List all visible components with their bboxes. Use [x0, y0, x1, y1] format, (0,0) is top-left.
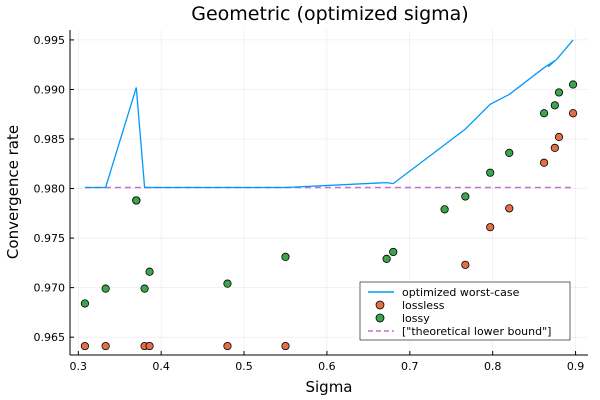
lossless-point: [486, 223, 495, 232]
lossless-point: [80, 341, 90, 351]
x-tick-label: 0.9: [567, 360, 585, 373]
series-layer: [80, 39, 578, 351]
lossless-point: [505, 204, 514, 213]
lossless-point: [539, 158, 549, 167]
lossy-point: [539, 109, 549, 118]
lossy-point: [140, 284, 149, 293]
x-axis-label: Sigma: [305, 378, 352, 396]
lossless-point: [101, 341, 110, 351]
lossy-point: [554, 88, 564, 97]
lossy-point: [505, 148, 514, 157]
lossy-point: [80, 299, 90, 308]
lossy-point: [132, 196, 141, 205]
x-tick-label: 0.7: [401, 360, 419, 373]
lossy-point: [486, 168, 495, 177]
legend: optimized worst-caselosslesslossy["theor…: [359, 281, 571, 341]
lossy-point: [145, 267, 154, 276]
y-tick-label: 0.975: [34, 232, 66, 245]
lossy-point: [550, 101, 559, 110]
lossy-point: [101, 284, 110, 293]
lossy-point: [281, 252, 290, 262]
lossy-point: [461, 192, 470, 201]
legend-swatch: [375, 313, 385, 323]
legend-swatch: [375, 300, 385, 310]
y-tick-label: 0.965: [34, 331, 66, 344]
legend-label: lossless: [402, 299, 445, 312]
lossy-point: [382, 254, 391, 263]
y-ticks: 0.965 0.970 0.975 0.980 0.985 0.990 0.995: [34, 34, 74, 344]
grid: [70, 30, 588, 355]
x-tick-label: 0.5: [235, 360, 253, 373]
chart-title: Geometric (optimized sigma): [191, 3, 468, 25]
lossless-point: [550, 143, 559, 153]
lossless-point: [145, 341, 154, 351]
legend-box: [359, 281, 571, 341]
lossless-point: [568, 109, 578, 118]
x-ticks: 0.3 0.4 0.5 0.6 0.7 0.8 0.9: [70, 351, 585, 373]
y-tick-label: 0.995: [34, 34, 66, 47]
y-tick-label: 0.970: [34, 282, 66, 295]
y-tick-label: 0.980: [34, 183, 66, 196]
lossless-point: [281, 341, 290, 351]
lossy-point: [389, 247, 398, 257]
y-tick-label: 0.985: [34, 133, 66, 146]
lossless-point: [554, 132, 564, 142]
x-tick-label: 0.8: [484, 360, 502, 373]
x-tick-label: 0.3: [70, 360, 88, 373]
x-tick-label: 0.6: [318, 360, 336, 373]
y-axis-label: Convergence rate: [4, 125, 22, 259]
lossy-point: [568, 80, 578, 89]
y-tick-label: 0.990: [34, 83, 66, 96]
lossy-point: [223, 279, 232, 288]
lossy-point: [440, 205, 449, 214]
legend-label: lossy: [402, 312, 430, 325]
lossless-point: [223, 341, 232, 351]
legend-label: optimized worst-case: [402, 286, 520, 299]
worst-case-line: [84, 39, 574, 189]
x-tick-label: 0.4: [152, 360, 170, 373]
lossless-point: [461, 260, 470, 269]
legend-label: ["theoretical lower bound"]: [402, 325, 551, 338]
